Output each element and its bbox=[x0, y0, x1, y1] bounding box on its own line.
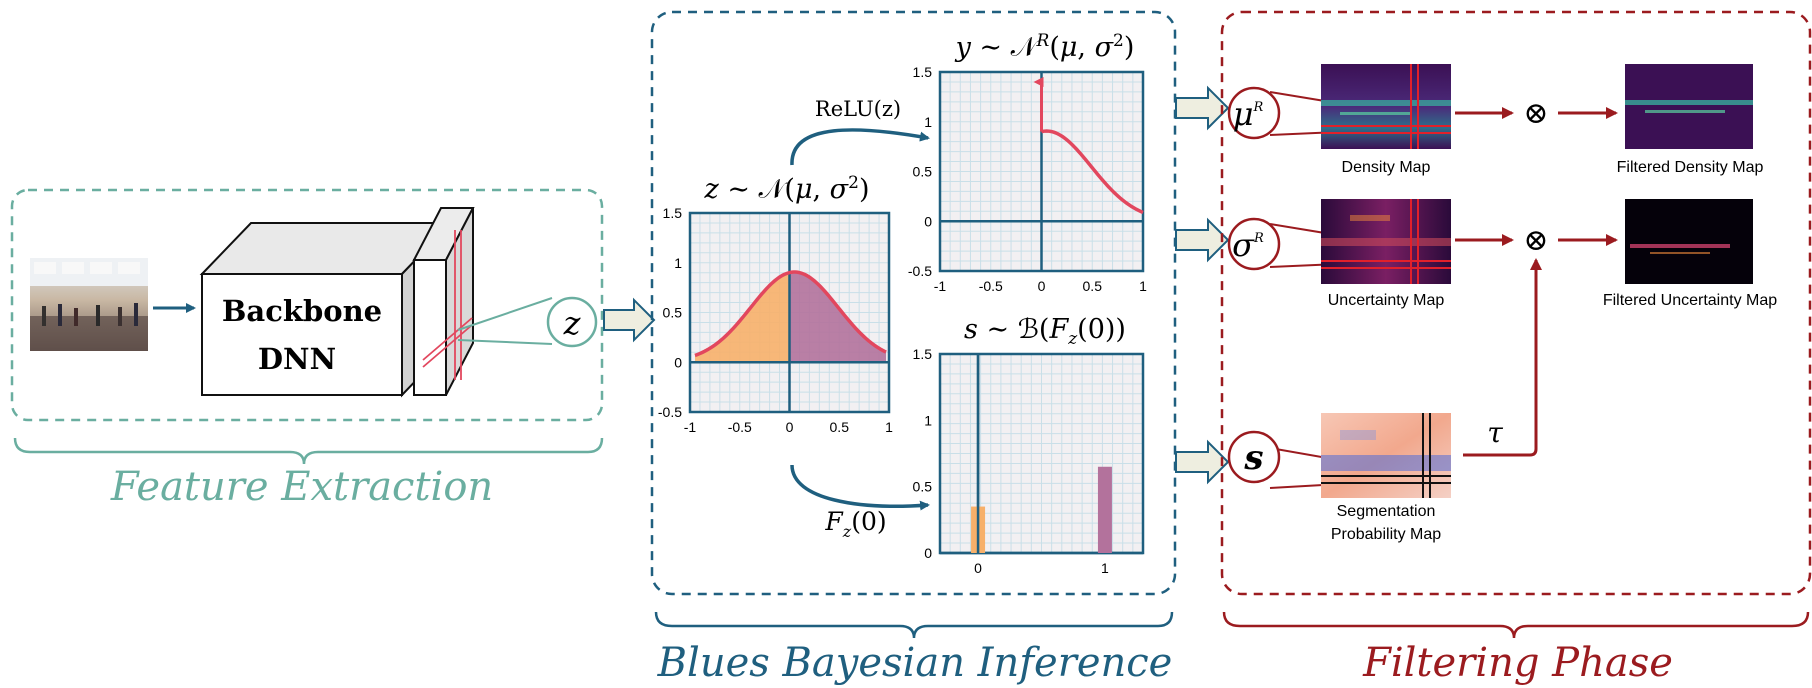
hollow-arrow-mu bbox=[1175, 85, 1230, 131]
chart1-y-tick-label: 1.5 bbox=[913, 64, 933, 80]
chart0-frame bbox=[688, 211, 891, 414]
mu-superscript: R bbox=[1253, 100, 1264, 115]
mu-circle bbox=[1227, 86, 1281, 140]
chart0-y-tick-label: 0 bbox=[674, 354, 682, 370]
chart0-x-tick-label: -0.5 bbox=[728, 419, 752, 435]
cdf-label-arg: (0) bbox=[851, 507, 886, 536]
chart0-y-tick-label: -0.5 bbox=[658, 404, 682, 420]
rectified-gaussian-chart: y ∼ 𝒩R(μ, σ2) -0.500.511.5-1 -0.5 0 0.5 1 bbox=[908, 31, 1147, 294]
chart2-x-tick-label: 0 bbox=[974, 560, 982, 576]
chart0-y-tick-label: 0.5 bbox=[663, 305, 683, 321]
cdf-label-sub: z bbox=[842, 522, 852, 541]
chart0-y-tick-label: 1.5 bbox=[663, 205, 683, 221]
chart0-x-tick-label: -1 bbox=[684, 419, 697, 435]
bernoulli-chart: s ∼ ℬ(Fz(0)) 0 0.5 1 1.5 0 1 bbox=[913, 314, 1145, 576]
cdf-label: Fz(0) bbox=[824, 507, 886, 541]
filtering-label: Filtering Phase bbox=[1362, 640, 1673, 686]
relu-label: ReLU(z) bbox=[815, 97, 901, 121]
chart0-x-tick-label: 0.5 bbox=[830, 419, 850, 435]
relu-arrow bbox=[790, 128, 930, 166]
latent-gaussian-chart: z ∼ 𝒩(μ, σ2) -0.500.511.5-1 -0.5 0 0.5 1 bbox=[658, 173, 893, 435]
chart2-y-tick-label: 0 bbox=[924, 545, 932, 561]
sigma-letter: σ bbox=[1232, 226, 1255, 264]
segmentation-label-line2: Probability Map bbox=[1331, 526, 1441, 543]
chart2-x-tick-label: 1 bbox=[1101, 560, 1109, 576]
tau-threshold-arrow bbox=[1463, 258, 1542, 457]
feature-map-slab bbox=[412, 207, 475, 396]
chart1-frame bbox=[938, 70, 1145, 273]
mu-symbol: μR bbox=[1233, 95, 1264, 133]
chart1-x-tick-label: 1 bbox=[1139, 278, 1147, 294]
chart-title-s: s ∼ ℬ(Fz(0)) bbox=[964, 314, 1126, 349]
density-map-label: Density Map bbox=[1342, 159, 1431, 176]
filtering-section: μR Density Map ⊗ Filtered Density Map σR bbox=[1220, 10, 1812, 686]
chart1-y-tick-label: 0 bbox=[924, 213, 932, 229]
feature-extraction-brace bbox=[13, 437, 604, 465]
bayesian-inference-label: Blues Bayesian Inference bbox=[657, 640, 1173, 686]
chart0-y-tick-label: 1 bbox=[674, 255, 682, 271]
bayesian-inference-section: z ∼ 𝒩(μ, σ2) -0.500.511.5-1 -0.5 0 0.5 1 y ∼… bbox=[650, 10, 1177, 686]
segmentation-label-line1: Segmentation bbox=[1337, 503, 1436, 520]
sigma-circle bbox=[1227, 217, 1281, 271]
negative-mass-area bbox=[694, 272, 790, 363]
chart-title-z: z ∼ 𝒩(μ, σ2) bbox=[704, 173, 870, 205]
hollow-arrow-to-inference bbox=[603, 297, 656, 343]
filtered-uncertainty-map-image bbox=[1625, 199, 1753, 284]
positive-mass-area bbox=[789, 272, 887, 363]
filtering-border bbox=[1220, 10, 1812, 596]
chart1-x-tick-label: -1 bbox=[934, 278, 947, 294]
rectified-density-curve bbox=[1041, 129, 1144, 215]
filtering-brace bbox=[1222, 611, 1810, 639]
otimes-mu: ⊗ bbox=[1523, 96, 1548, 131]
cdf-label-f: F bbox=[824, 507, 844, 536]
feature-extraction-section: Backbone DNN z Feature Extraction bbox=[10, 188, 604, 510]
zoom-line-bottom bbox=[457, 339, 553, 345]
zoom-line-top bbox=[457, 297, 553, 331]
mu-letter: μ bbox=[1233, 95, 1254, 133]
cdf-arrow bbox=[790, 464, 930, 511]
feature-extraction-border bbox=[10, 188, 604, 422]
gaussian-density-curve bbox=[694, 270, 887, 358]
chart1-y-tick-label: 1 bbox=[924, 114, 932, 130]
sigma-superscript: R bbox=[1253, 231, 1264, 246]
chart2-frame bbox=[938, 352, 1145, 555]
chart1-x-tick-label: -0.5 bbox=[979, 278, 1003, 294]
chart-title-y: y ∼ 𝒩R(μ, σ2) bbox=[955, 31, 1135, 63]
bayesian-inference-brace bbox=[654, 611, 1174, 639]
chart2-y-tick-label: 1 bbox=[924, 412, 932, 428]
uncertainty-map-label: Uncertainty Map bbox=[1328, 292, 1445, 309]
hollow-arrow-sigma bbox=[1175, 217, 1230, 263]
otimes-sigma: ⊗ bbox=[1523, 223, 1548, 258]
filtered-density-map-label: Filtered Density Map bbox=[1617, 159, 1764, 176]
chart2-y-tick-label: 1.5 bbox=[913, 346, 933, 362]
chart0-x-tick-label: 1 bbox=[885, 419, 893, 435]
latent-z-circle bbox=[546, 296, 598, 348]
chart1-y-tick-label: -0.5 bbox=[908, 263, 932, 279]
backbone-label-line2: DNN bbox=[258, 342, 336, 376]
chart2-y-tick-label: 0.5 bbox=[913, 479, 933, 495]
sigma-symbol: σR bbox=[1232, 226, 1264, 264]
uncertainty-map-image bbox=[1321, 199, 1451, 284]
backbone-label-line1: Backbone bbox=[222, 294, 382, 328]
density-map-image bbox=[1321, 64, 1451, 149]
hollow-arrow-s bbox=[1175, 439, 1230, 485]
chart1-x-tick-label: 0.5 bbox=[1083, 278, 1103, 294]
input-crowd-image bbox=[30, 258, 148, 351]
segmentation-probability-map-image bbox=[1321, 413, 1451, 498]
bernoulli-bar-1 bbox=[1097, 466, 1112, 553]
chart1-x-tick-label: 0 bbox=[1038, 278, 1046, 294]
s-circle bbox=[1227, 430, 1281, 484]
chart1-y-tick-label: 0.5 bbox=[913, 164, 933, 180]
tau-symbol: τ bbox=[1487, 416, 1503, 449]
latent-z-symbol: z bbox=[563, 304, 582, 342]
feature-extraction-label: Feature Extraction bbox=[110, 464, 493, 510]
s-symbol: s bbox=[1243, 438, 1263, 478]
bayesian-inference-border bbox=[650, 10, 1177, 596]
filtered-uncertainty-map-label: Filtered Uncertainty Map bbox=[1603, 292, 1777, 309]
filtered-density-map-image bbox=[1625, 64, 1753, 149]
chart0-x-tick-label: 0 bbox=[786, 419, 794, 435]
